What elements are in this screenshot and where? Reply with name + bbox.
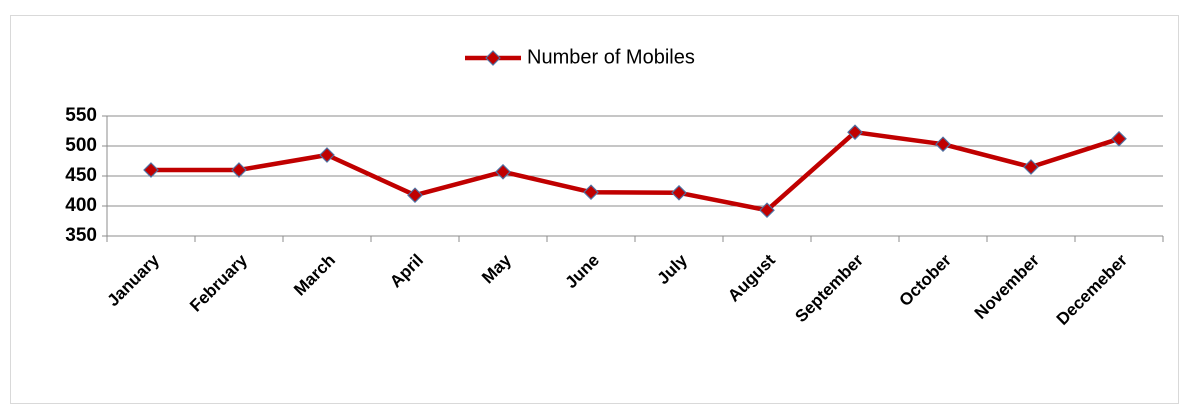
- data-point: [143, 162, 159, 178]
- data-point: [319, 147, 335, 163]
- y-tick-label: 550: [65, 105, 97, 126]
- data-point: [583, 184, 599, 201]
- data-point: [1023, 159, 1039, 175]
- data-point: [495, 163, 511, 180]
- data-point: [671, 184, 687, 201]
- y-tick-label: 350: [65, 225, 97, 246]
- y-tick-label: 500: [65, 135, 97, 156]
- y-tick-label: 400: [65, 195, 97, 216]
- legend: Number of Mobiles: [465, 46, 695, 68]
- y-tick-label: 450: [65, 165, 97, 186]
- data-point: [847, 124, 863, 141]
- data-point: [1111, 130, 1127, 147]
- legend-label: Number of Mobiles: [527, 46, 695, 68]
- data-line: [151, 129, 1120, 213]
- data-point: [759, 202, 775, 219]
- data-point: [231, 162, 247, 178]
- legend-marker: [485, 50, 501, 66]
- data-point: [935, 136, 951, 153]
- data-point: [407, 187, 423, 204]
- chart-frame: [10, 15, 1179, 404]
